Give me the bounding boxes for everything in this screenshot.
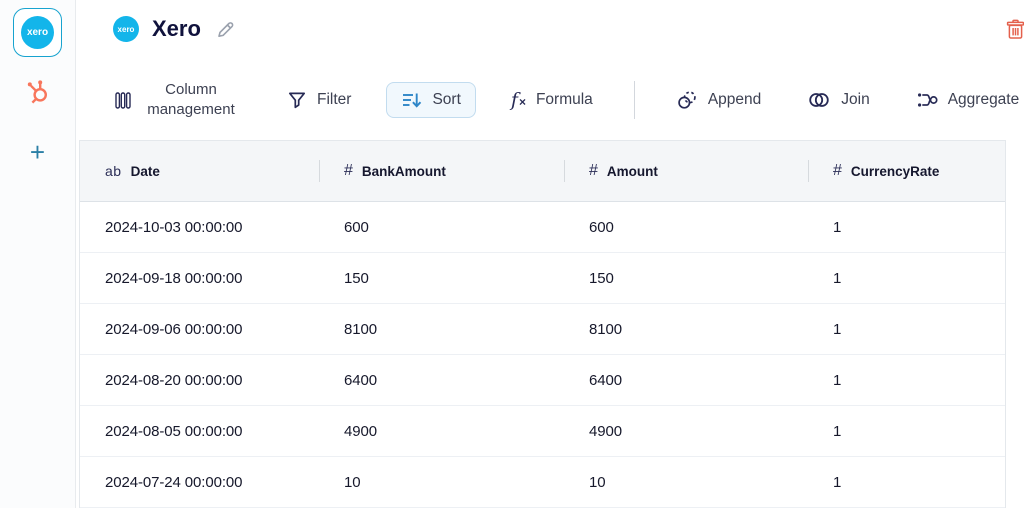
join-label: Join: [841, 91, 869, 109]
filter-funnel-icon: [287, 90, 307, 110]
table-cell: 2024-08-20 00:00:00: [80, 372, 319, 389]
number-type-icon: #: [344, 162, 353, 180]
column-header-label: CurrencyRate: [851, 164, 940, 179]
table-cell: 2024-10-03 00:00:00: [80, 219, 319, 236]
aggregate-button[interactable]: Aggregate: [905, 82, 1024, 118]
column-management-button[interactable]: Column management: [104, 72, 252, 129]
table-cell: 1: [808, 423, 1005, 440]
append-icon: [676, 89, 698, 111]
sort-icon: [401, 90, 422, 110]
table-cell: 600: [564, 219, 808, 236]
table-cell: 6400: [564, 372, 808, 389]
number-type-icon: #: [833, 162, 842, 180]
column-header-label: BankAmount: [362, 164, 446, 179]
sidebar-item-xero[interactable]: xero: [13, 8, 62, 57]
table-row: 2024-08-05 00:00:00490049001: [80, 406, 1005, 457]
toolbar-divider: [634, 81, 635, 119]
xero-logo-icon: xero: [21, 16, 54, 49]
table-cell: 10: [319, 474, 564, 491]
filter-button[interactable]: Filter: [276, 82, 362, 118]
columns-icon: [115, 91, 131, 110]
xero-logo-icon-small: xero: [113, 16, 139, 42]
column-header-amount[interactable]: # Amount: [564, 141, 808, 201]
formula-fx-icon: f ×: [511, 89, 526, 111]
join-icon: [807, 90, 831, 110]
table-cell: 2024-09-06 00:00:00: [80, 321, 319, 338]
column-header-label: Date: [131, 164, 160, 179]
table-cell: 2024-08-05 00:00:00: [80, 423, 319, 440]
table-cell: 4900: [564, 423, 808, 440]
column-header-date[interactable]: ab Date: [80, 141, 319, 201]
add-source-button[interactable]: +: [13, 135, 62, 169]
table-cell: 1: [808, 219, 1005, 236]
page-title: Xero: [152, 16, 201, 42]
sidebar-item-hubspot[interactable]: [13, 71, 62, 111]
sort-button[interactable]: Sort: [386, 82, 475, 118]
table-row: 2024-07-24 00:00:0010101: [80, 457, 1005, 508]
formula-label: Formula: [536, 91, 593, 109]
table-cell: 1: [808, 474, 1005, 491]
app-window: xero + xero Xero: [0, 0, 1024, 508]
aggregate-icon: [916, 90, 938, 110]
number-type-icon: #: [589, 162, 598, 180]
formula-button[interactable]: f × Formula: [500, 81, 604, 119]
sort-label: Sort: [432, 91, 460, 109]
table-cell: 1: [808, 372, 1005, 389]
delete-source-button[interactable]: [1006, 19, 1024, 39]
table-cell: 2024-09-18 00:00:00: [80, 270, 319, 287]
table-cell: 150: [564, 270, 808, 287]
filter-label: Filter: [317, 91, 351, 109]
table-cell: 2024-07-24 00:00:00: [80, 474, 319, 491]
toolbar: Column management Filter: [104, 80, 1024, 120]
table-cell: 6400: [319, 372, 564, 389]
data-table: ab Date # BankAmount # Amount # CurrencyRate 20…: [79, 140, 1006, 508]
append-button[interactable]: Append: [665, 81, 772, 119]
trash-icon: [1006, 19, 1024, 39]
table-row: 2024-09-18 00:00:001501501: [80, 253, 1005, 304]
aggregate-label: Aggregate: [948, 91, 1020, 109]
table-cell: 150: [319, 270, 564, 287]
table-cell: 1: [808, 270, 1005, 287]
table-row: 2024-08-20 00:00:00640064001: [80, 355, 1005, 406]
table-row: 2024-10-03 00:00:006006001: [80, 202, 1005, 253]
table-body: 2024-10-03 00:00:0060060012024-09-18 00:…: [80, 202, 1005, 508]
column-management-label: Column management: [141, 80, 241, 121]
column-header-currencyrate[interactable]: # CurrencyRate: [808, 141, 1005, 201]
table-cell: 600: [319, 219, 564, 236]
table-header-row: ab Date # BankAmount # Amount # CurrencyRate: [80, 141, 1005, 202]
fx-x: ×: [519, 95, 526, 109]
column-header-bankamount[interactable]: # BankAmount: [319, 141, 564, 201]
table-row: 2024-09-06 00:00:00810081001: [80, 304, 1005, 355]
table-cell: 1: [808, 321, 1005, 338]
main-content: xero Xero: [76, 0, 1024, 508]
table-cell: 4900: [319, 423, 564, 440]
append-label: Append: [708, 91, 761, 109]
pencil-icon: [215, 19, 236, 40]
source-sidebar: xero +: [0, 0, 76, 508]
text-type-icon: ab: [105, 163, 122, 179]
edit-title-button[interactable]: [215, 19, 236, 40]
title-row: xero Xero: [76, 0, 1024, 52]
join-button[interactable]: Join: [796, 82, 880, 118]
fx-f: f: [511, 89, 518, 111]
column-header-label: Amount: [607, 164, 658, 179]
hubspot-logo-icon: [24, 78, 51, 105]
table-cell: 10: [564, 474, 808, 491]
table-cell: 8100: [319, 321, 564, 338]
table-cell: 8100: [564, 321, 808, 338]
